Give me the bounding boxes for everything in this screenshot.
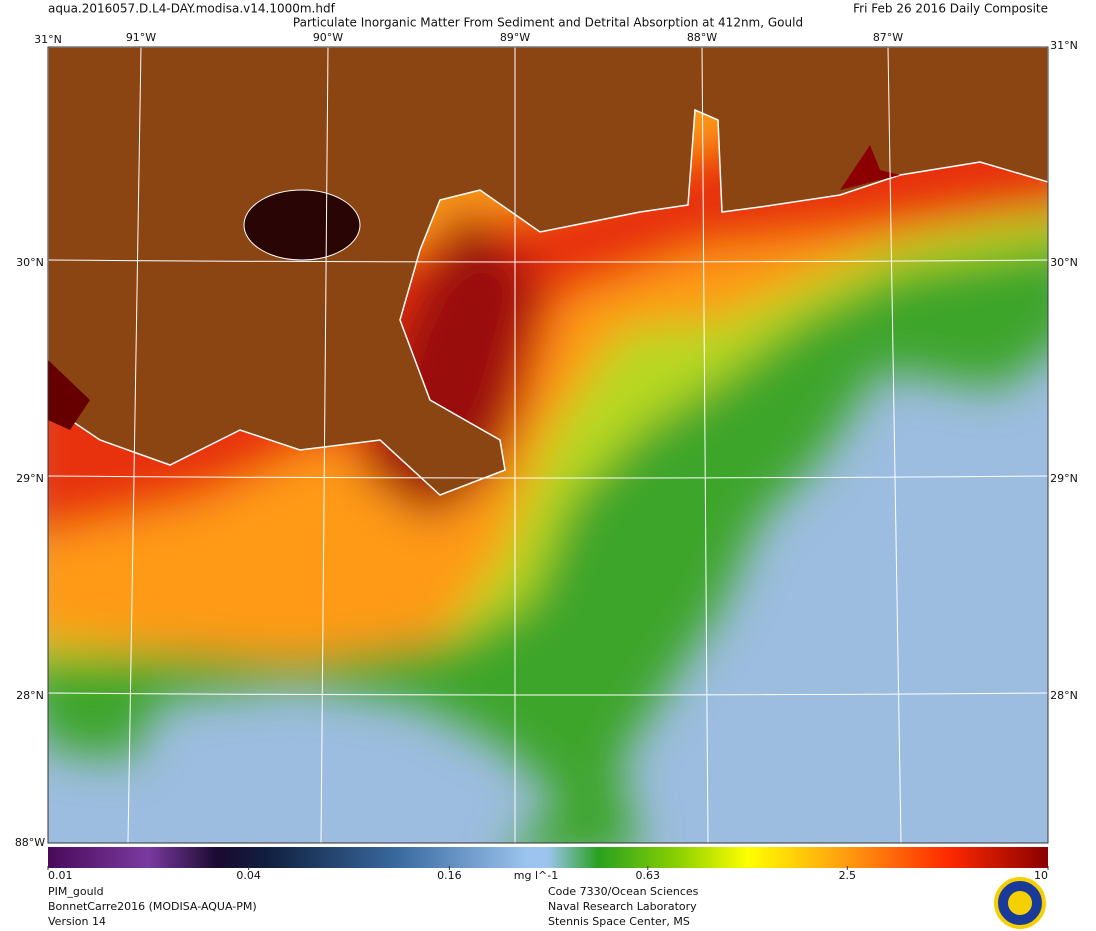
map-frame [47, 46, 1049, 844]
corner-label: 88°W [15, 836, 45, 849]
colorbar [48, 847, 1048, 868]
latitude-label: 30°N [1050, 256, 1078, 269]
colorbar-units: mg l^-1 [514, 869, 558, 882]
colorbar-tick-label: 10 [1034, 869, 1048, 882]
latitude-label: 28°N [1050, 689, 1078, 702]
latitude-label: 28°N [16, 689, 44, 702]
corner-label: 31°N [1050, 39, 1078, 52]
map-title: Particulate Inorganic Matter From Sedime… [293, 16, 803, 30]
footer-text: PIM_gould [48, 885, 104, 898]
longitude-label: 90°W [313, 31, 343, 44]
longitude-label: 91°W [126, 31, 156, 44]
colorbar-tick-label: 0.01 [48, 869, 73, 882]
graticule-lines [48, 47, 1048, 843]
footer-text: BonnetCarre2016 (MODISA-AQUA-PM) [48, 900, 257, 913]
footer-text: Stennis Space Center, MS [548, 915, 690, 928]
colorbar-tick-label: 0.63 [636, 869, 661, 882]
footer-text: Version 14 [48, 915, 106, 928]
latitude-label: 29°N [16, 472, 44, 485]
latitude-label: 30°N [16, 256, 44, 269]
date-label: Fri Feb 26 2016 Daily Composite [853, 2, 1048, 16]
colorbar-tick-label: 2.5 [839, 869, 857, 882]
longitude-label: 88°W [687, 31, 717, 44]
colorbar-tick-label: 0.16 [437, 869, 462, 882]
logo [994, 877, 1046, 929]
map [48, 47, 1048, 843]
longitude-label: 87°W [873, 31, 903, 44]
corner-label: 31°N [34, 33, 62, 46]
colorbar-tick-label: 0.04 [236, 869, 261, 882]
longitude-label: 89°W [500, 31, 530, 44]
footer-text: Code 7330/Ocean Sciences [548, 885, 699, 898]
footer-text: Naval Research Laboratory [548, 900, 697, 913]
file-name: aqua.2016057.D.L4-DAY.modisa.v14.1000m.h… [48, 2, 336, 16]
latitude-label: 29°N [1050, 472, 1078, 485]
